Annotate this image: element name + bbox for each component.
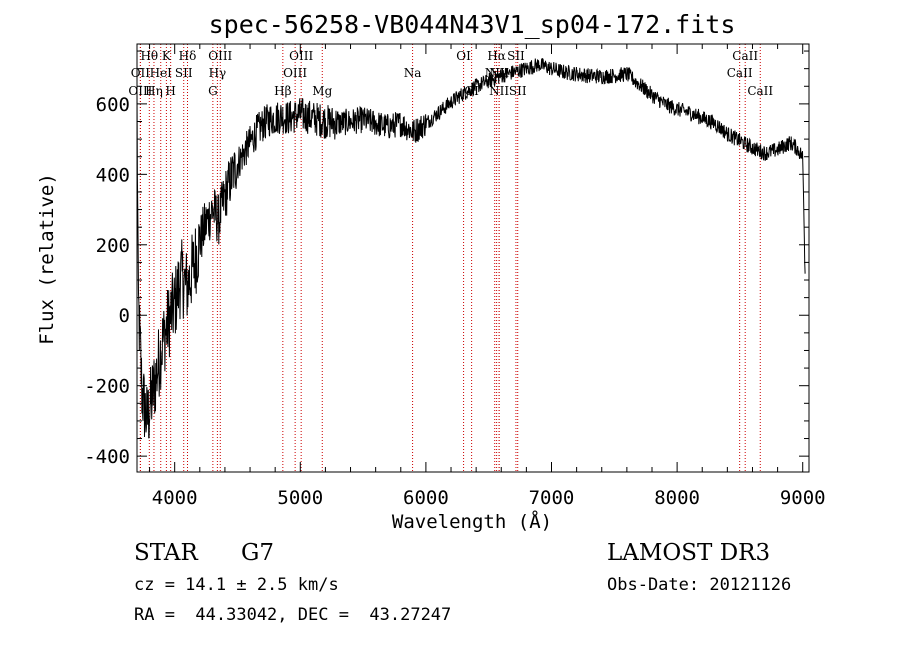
axis-ticks: 4000 5000 6000 7000 8000 9000 -400 -200 0 200 400 6… <box>84 44 826 509</box>
redshift-value: cz = 14.1 ± 2.5 km/s <box>134 575 339 595</box>
y-tick-label: 0 <box>119 305 130 327</box>
y-tick-label: -400 <box>84 446 130 468</box>
object-subclass: G7 <box>241 540 275 566</box>
spectral-line-label: Hγ <box>209 66 227 80</box>
spectral-line-label: HeI <box>150 66 173 80</box>
spectral-line-label: Mg <box>312 84 332 98</box>
spectral-line-label: K <box>162 49 172 63</box>
y-tick-label: -200 <box>84 376 130 398</box>
spectral-line-label: OIII <box>128 84 152 98</box>
x-tick-label: 6000 <box>403 487 449 509</box>
spectral-line-label: SII <box>507 49 525 63</box>
plot-frame <box>136 43 810 473</box>
spectral-line-label: CaII <box>747 84 773 98</box>
spectrum-line <box>136 58 806 439</box>
spectral-line-label: SII <box>175 66 193 80</box>
spectral-line-label: OI <box>456 49 471 63</box>
spectral-line-label: H <box>165 84 175 98</box>
spectral-line-label: Hα <box>487 49 506 63</box>
spectral-line-label: CaII <box>732 49 758 63</box>
x-tick-label: 5000 <box>277 487 323 509</box>
spectral-line-label: Hδ <box>179 49 197 63</box>
y-tick-label: 200 <box>96 235 130 257</box>
spectral-line-label: Hη <box>145 84 163 98</box>
spectral-line-label: OIII <box>283 66 307 80</box>
x-tick-label: 7000 <box>529 487 575 509</box>
x-axis-label: Wavelength (Å) <box>392 510 552 533</box>
spectral-line-label: Hθ <box>140 49 158 63</box>
object-class: STAR <box>134 540 198 566</box>
spectral-line-label: CaII <box>727 66 753 80</box>
spectral-line-markers <box>139 44 761 472</box>
spectral-line-label: OIII <box>289 49 313 63</box>
spectral-line-label: OII <box>131 66 151 80</box>
spectral-line-label: G <box>208 84 218 98</box>
x-tick-label: 9000 <box>780 487 826 509</box>
chart-title: spec-56258-VB044N43V1_sp04-172.fits <box>209 10 736 39</box>
spectral-line-label: NII <box>489 84 509 98</box>
spectral-line-label: Na <box>404 66 422 80</box>
y-axis-label: Flux (relative) <box>36 173 58 345</box>
x-tick-label: 4000 <box>152 487 198 509</box>
survey-name: LAMOST DR3 <box>607 540 771 566</box>
y-tick-label: 400 <box>96 164 130 186</box>
y-tick-label: 600 <box>96 94 130 116</box>
observation-date: Obs-Date: 20121126 <box>607 575 792 595</box>
spectral-line-label: Hβ <box>274 84 291 98</box>
x-tick-label: 8000 <box>654 487 700 509</box>
coordinates: RA = 44.33042, DEC = 43.27247 <box>134 605 452 625</box>
spectral-line-label: SII <box>509 84 527 98</box>
spectral-line-label: OIII <box>208 49 232 63</box>
